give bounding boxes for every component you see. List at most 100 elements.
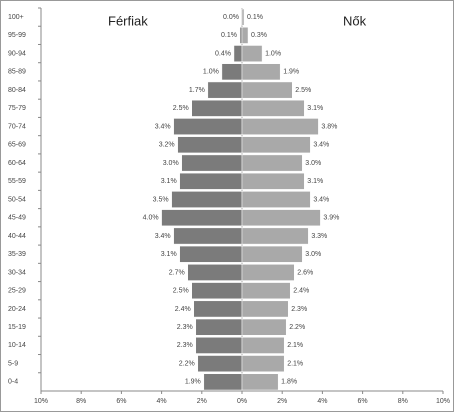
bar [181, 154, 243, 172]
y-tick-label: 95-99 [8, 32, 26, 39]
x-tick-label: 10% [34, 398, 48, 405]
x-tick-label: 2% [277, 398, 287, 405]
bar [241, 227, 309, 245]
value-label: 3.0% [163, 160, 179, 167]
value-label: 2.6% [297, 269, 313, 276]
bar [191, 99, 243, 117]
y-tick-label: 35-39 [8, 251, 26, 258]
y-tick-label: 0-4 [8, 379, 18, 386]
bar [241, 264, 295, 281]
value-label: 3.1% [161, 251, 177, 258]
y-tick-label: 40-44 [8, 233, 26, 240]
y-tick-label: 100+ [8, 14, 24, 21]
bar [241, 99, 305, 117]
value-label: 2.5% [173, 288, 189, 295]
value-label: 0.4% [215, 50, 231, 57]
y-tick-label: 45-49 [8, 215, 26, 222]
bar [233, 45, 243, 62]
value-label: 1.0% [203, 69, 219, 76]
y-tick-label: 20-24 [8, 306, 26, 313]
value-label: 3.4% [155, 233, 171, 240]
bar [241, 337, 285, 354]
value-label: 2.3% [177, 324, 193, 331]
bar [241, 8, 245, 26]
y-tick-label: 65-69 [8, 142, 26, 149]
bar [241, 118, 319, 135]
value-label: 2.2% [179, 360, 195, 367]
bar [241, 63, 281, 81]
y-tick-label: 5-9 [8, 360, 18, 367]
x-tick-label: 8% [398, 398, 408, 405]
y-tick-label: 30-34 [8, 269, 26, 276]
value-label: 1.0% [265, 50, 281, 57]
y-tick-label: 25-29 [8, 288, 26, 295]
bar [241, 373, 279, 391]
value-label: 3.2% [159, 142, 175, 149]
bar [179, 245, 243, 263]
y-tick-label: 80-84 [8, 87, 26, 94]
value-label: 3.9% [323, 215, 339, 222]
value-label: 3.4% [313, 142, 329, 149]
value-label: 1.9% [185, 379, 201, 386]
value-label: 2.2% [289, 324, 305, 331]
bar [241, 81, 293, 99]
bar [241, 300, 289, 318]
x-tick-label: 8% [76, 398, 86, 405]
bar [177, 136, 243, 154]
value-label: 3.4% [313, 196, 329, 203]
bar [221, 63, 243, 81]
x-tick-label: 0% [237, 398, 247, 405]
value-label: 1.7% [189, 87, 205, 94]
x-tick-label: 4% [157, 398, 167, 405]
value-label: 2.3% [177, 342, 193, 349]
y-tick-label: 85-89 [8, 69, 26, 76]
value-label: 3.4% [155, 123, 171, 130]
value-label: 0.1% [221, 32, 237, 39]
bar [193, 300, 243, 318]
y-tick-label: 90-94 [8, 50, 26, 57]
value-label: 3.0% [305, 160, 321, 167]
value-label: 2.5% [173, 105, 189, 112]
bar [203, 373, 243, 391]
x-tick-label: 10% [436, 398, 450, 405]
bar [173, 118, 243, 135]
y-tick-label: 15-19 [8, 324, 26, 331]
y-tick-label: 60-64 [8, 160, 26, 167]
value-label: 2.1% [287, 342, 303, 349]
bar [197, 355, 243, 373]
value-label: 2.3% [291, 306, 307, 313]
value-label: 2.4% [175, 306, 191, 313]
bar [241, 318, 287, 336]
value-label: 2.7% [169, 269, 185, 276]
bar [241, 45, 263, 62]
value-label: 0.1% [247, 14, 263, 21]
bar [239, 26, 243, 44]
value-label: 1.8% [281, 379, 297, 386]
value-label: 0.0% [223, 14, 239, 21]
value-label: 3.1% [307, 178, 323, 185]
bar [191, 282, 243, 300]
bar [241, 191, 311, 208]
value-label: 3.1% [161, 178, 177, 185]
bar [241, 136, 311, 154]
value-label: 2.4% [293, 288, 309, 295]
value-label: 3.1% [307, 105, 323, 112]
bar [161, 209, 243, 227]
value-label: 2.5% [295, 87, 311, 94]
bar [195, 318, 243, 336]
bar [241, 355, 285, 373]
value-label: 3.5% [153, 196, 169, 203]
bar [241, 245, 303, 263]
x-tick-label: 2% [197, 398, 207, 405]
value-label: 3.3% [311, 233, 327, 240]
value-label: 2.1% [287, 360, 303, 367]
bar [171, 191, 243, 208]
value-label: 1.9% [283, 69, 299, 76]
bar [187, 264, 243, 281]
y-tick-label: 55-59 [8, 178, 26, 185]
value-label: 3.0% [305, 251, 321, 258]
bar [241, 154, 303, 172]
value-label: 4.0% [143, 215, 159, 222]
